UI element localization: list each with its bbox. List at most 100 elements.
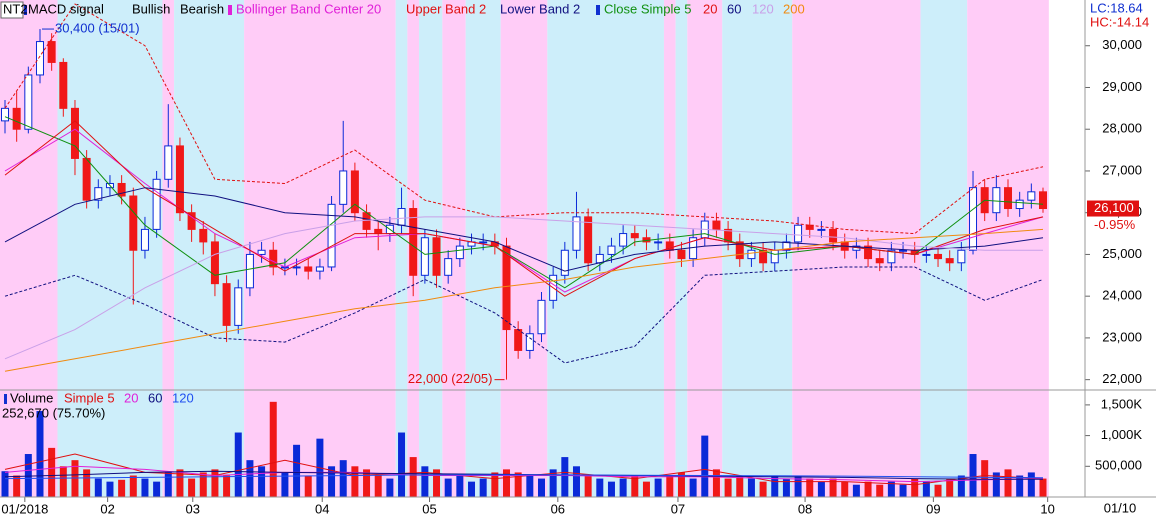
volume-bar (549, 469, 557, 497)
candle-body (257, 249, 266, 255)
symbol-box (0, 1, 24, 19)
candle-body (47, 41, 56, 63)
candle-body (187, 212, 196, 230)
volume-bar (456, 475, 464, 497)
volume-bar (759, 481, 767, 497)
volume-bar (444, 478, 452, 497)
volume-bar (269, 401, 277, 497)
volume-legend-item[interactable]: 20 (124, 390, 138, 405)
overlay-line (4, 3, 1044, 235)
volume-bar (806, 478, 814, 497)
volume-bar (911, 478, 919, 497)
candle-body (24, 74, 33, 130)
volume-bar (841, 481, 849, 497)
candle-body (210, 241, 219, 285)
candle-body (479, 241, 488, 244)
volume-bar (992, 472, 1000, 497)
candle-body (432, 237, 441, 276)
change-pct: -0.95% (1094, 217, 1136, 232)
date-label: 01/10 (1104, 500, 1137, 515)
y-tick-label: 23,000 (1102, 329, 1142, 344)
candle-body (315, 266, 324, 272)
candle-body (502, 245, 511, 331)
signal-band (244, 0, 396, 497)
legend-item[interactable]: Upper Band 2 (406, 1, 486, 16)
volume-bar (153, 481, 161, 497)
candle-body (537, 299, 546, 335)
volume-bar (386, 478, 394, 497)
y-tick-label: 27,000 (1102, 162, 1142, 177)
signal-band (395, 0, 408, 497)
candle-body (374, 228, 383, 235)
annotation: 22,000 (22/05) (408, 371, 493, 386)
volume-bar (188, 478, 196, 497)
volume-bar (129, 475, 137, 497)
volume-bar (164, 472, 172, 497)
last-price: 26,100 (1094, 200, 1134, 215)
x-tick-label: 06 (551, 501, 565, 516)
legend-item[interactable]: Close Simple 5 (604, 1, 691, 16)
volume-bar (374, 475, 382, 497)
volume-bar (13, 475, 21, 497)
volume-bar (199, 472, 207, 497)
volume-bar (736, 475, 744, 497)
candle-body (35, 41, 44, 76)
candle-body (362, 212, 371, 230)
x-tick-label: 10 (1040, 501, 1054, 516)
x-tick-label: 02 (100, 501, 114, 516)
legend-signal-state: Bearish (180, 1, 224, 16)
volume-bar (71, 460, 79, 497)
volume-bar (701, 435, 709, 497)
volume-bar (468, 481, 476, 497)
legend-item[interactable]: 60 (727, 1, 741, 16)
candle-body (864, 245, 873, 260)
overlay-line (4, 216, 1043, 360)
symbol: NT2 (3, 1, 28, 16)
candle-body (409, 208, 418, 276)
volume-bar (36, 411, 44, 497)
candle-body (560, 249, 569, 276)
volume-tick-label: 1,000K (1101, 427, 1143, 442)
volume-legend-item[interactable]: 60 (148, 390, 162, 405)
candle-body (455, 245, 464, 260)
legend-item[interactable]: 20 (703, 1, 717, 16)
volume-bar (223, 475, 231, 497)
volume-bar (852, 484, 860, 497)
legend-item[interactable]: 200 (783, 1, 805, 16)
volume-bar (351, 466, 359, 497)
x-tick-label: 01/2018 (1, 501, 48, 516)
candle-body (12, 107, 21, 130)
legend-item[interactable]: 120 (752, 1, 774, 16)
volume-legend-item[interactable]: 120 (172, 390, 194, 405)
legend-item[interactable]: Lower Band 2 (500, 1, 580, 16)
volume-tick-label: 1,500K (1101, 396, 1143, 411)
overlay-line (4, 474, 1044, 480)
candle-body (899, 249, 908, 252)
legend-item[interactable]: Bollinger Band Center 20 (236, 1, 381, 16)
volume-bar (1016, 475, 1024, 497)
candle-body (1015, 199, 1024, 210)
candle-body (1039, 191, 1047, 210)
candle-body (175, 145, 184, 214)
candle-body (595, 253, 604, 264)
volume-bar (1027, 472, 1035, 497)
volume-bar (526, 475, 534, 497)
candle-body (677, 249, 686, 260)
signal-band (442, 0, 466, 497)
volume-bar (94, 478, 102, 497)
y-tick-label: 22,000 (1102, 371, 1142, 386)
volume-bar (689, 478, 697, 497)
candle-body (782, 241, 791, 251)
volume-legend-item[interactable]: Simple 5 (64, 390, 115, 405)
volume-bar (409, 457, 417, 497)
candle-body (59, 61, 68, 109)
signal-band (967, 0, 1049, 497)
candle-body (525, 333, 534, 351)
legend-signal-state: Bullish (132, 1, 170, 16)
volume-bar (957, 475, 965, 497)
legend-swatch (228, 5, 232, 15)
volume-bar (887, 481, 895, 497)
y-tick-label: 25,000 (1102, 246, 1142, 261)
volume-bar (817, 481, 825, 497)
